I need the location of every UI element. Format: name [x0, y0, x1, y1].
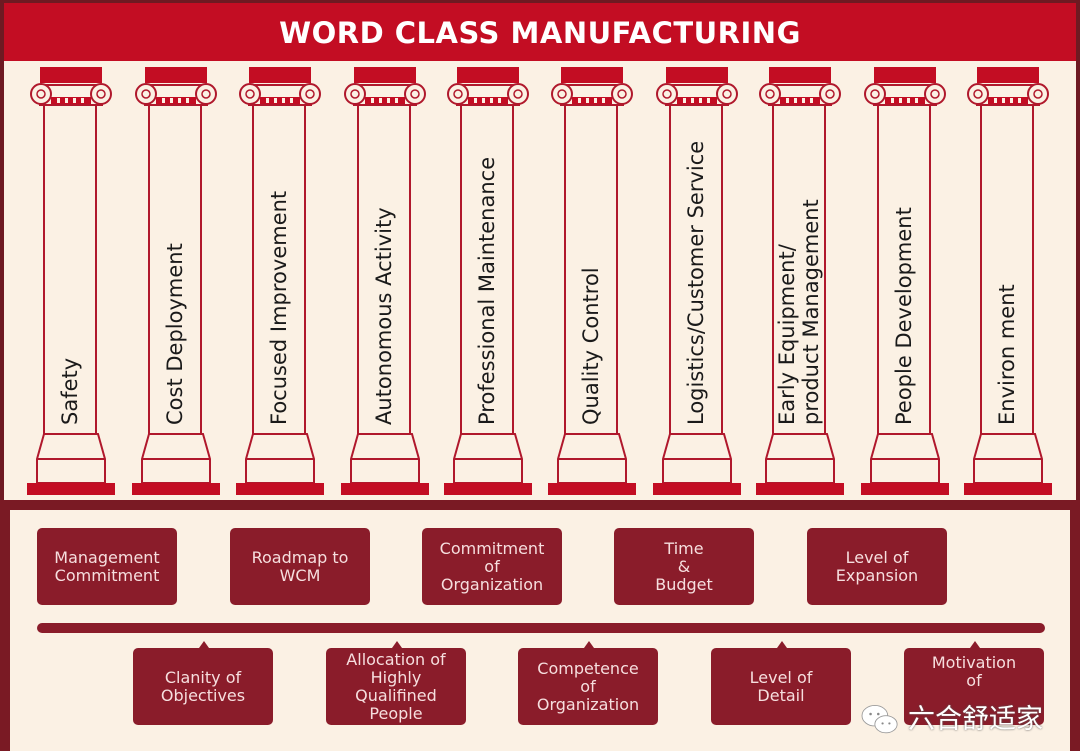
- pillar-capital-volutes: [656, 83, 738, 106]
- pillar-shaft: Environ ment: [980, 105, 1034, 435]
- pillar-label: People Development: [892, 207, 916, 425]
- pillar-label: Safety: [58, 357, 82, 425]
- pillar-base: [444, 433, 532, 495]
- pillar-capital-abacus: [769, 67, 831, 83]
- wechat-icon: [861, 705, 898, 734]
- watermark-text: 六合舒适家: [908, 704, 1043, 735]
- pillar: Quality Control: [546, 67, 638, 497]
- pillar-capital-abacus: [40, 67, 102, 83]
- pillar-shaft: Early Equipment/ product Management: [772, 105, 826, 435]
- pillar-capital-abacus: [561, 67, 623, 83]
- pillar-base: [756, 433, 844, 495]
- pillar-base: [861, 433, 949, 495]
- pillar-base: [132, 433, 220, 495]
- pillar-capital-abacus: [457, 67, 519, 83]
- pillar-base: [964, 433, 1052, 495]
- pillar-label: Autonomous Activity: [372, 207, 396, 425]
- pillar-shaft: Safety: [43, 105, 97, 435]
- pillar: Logistics/Customer Service: [651, 67, 743, 497]
- pillar-capital-volutes: [447, 83, 529, 106]
- pillar: Focused Improvement: [234, 67, 326, 497]
- foundation-item: Competence of Organization: [518, 641, 658, 725]
- pillar-label: Focused Improvement: [267, 190, 291, 425]
- foundation-item: Allocation of Highly Qualifined People: [326, 641, 466, 725]
- pillar-capital-volutes: [864, 83, 946, 106]
- pillar-capital-volutes: [239, 83, 321, 106]
- pillar-capital-volutes: [135, 83, 217, 106]
- pillar: Environ ment: [962, 67, 1054, 497]
- pillar-capital-volutes: [344, 83, 426, 106]
- pillar-label: Quality Control: [579, 267, 603, 425]
- pillar: Early Equipment/ product Management: [754, 67, 846, 497]
- diagram-title: WORD CLASS MANUFACTURING: [4, 3, 1076, 61]
- pillar-shaft: Professional Maintenance: [460, 105, 514, 435]
- pillar-label: Early Equipment/ product Management: [775, 199, 823, 425]
- pillar-capital-volutes: [759, 83, 841, 106]
- foundation-item: Roadmap to WCM: [230, 528, 370, 605]
- pillar-capital-abacus: [249, 67, 311, 83]
- foundation-item: Level of Expansion: [807, 528, 947, 605]
- watermark: 六合舒适家: [858, 702, 1043, 738]
- pillar: Safety: [25, 67, 117, 497]
- pillar: People Development: [859, 67, 951, 497]
- pillar-base: [653, 433, 741, 495]
- pillar-shaft: People Development: [877, 105, 931, 435]
- pillar: Professional Maintenance: [442, 67, 534, 497]
- pillar-base: [236, 433, 324, 495]
- pillar-shaft: Focused Improvement: [252, 105, 306, 435]
- pillar-base: [27, 433, 115, 495]
- pillar-shaft: Logistics/Customer Service: [669, 105, 723, 435]
- pillar-capital-abacus: [977, 67, 1039, 83]
- pillar-capital-abacus: [666, 67, 728, 83]
- pillar-capital-abacus: [145, 67, 207, 83]
- pillar-capital-abacus: [354, 67, 416, 83]
- pillar-capital-abacus: [874, 67, 936, 83]
- pillar-capital-volutes: [551, 83, 633, 106]
- foundation-item: Commitment of Organization: [422, 528, 562, 605]
- foundation-item: Level of Detail: [711, 641, 851, 725]
- pillar: Cost Deployment: [130, 67, 222, 497]
- timeline-bar: [37, 623, 1045, 633]
- pillar-capital-volutes: [967, 83, 1049, 106]
- pillar-shaft: Autonomous Activity: [357, 105, 411, 435]
- pillar-base: [341, 433, 429, 495]
- pillar-capital-volutes: [30, 83, 112, 106]
- pillar-label: Environ ment: [995, 284, 1019, 425]
- pillar: Autonomous Activity: [339, 67, 431, 497]
- pillar-shaft: Cost Deployment: [148, 105, 202, 435]
- pillar-label: Cost Deployment: [163, 243, 187, 425]
- foundation-item: Time & Budget: [614, 528, 754, 605]
- pillar-shaft: Quality Control: [564, 105, 618, 435]
- foundation-item: Clanity of Objectives: [133, 641, 273, 725]
- pillar-base: [548, 433, 636, 495]
- foundation-item: Motivation of: [904, 641, 1044, 725]
- pillar-label: Logistics/Customer Service: [684, 140, 708, 425]
- foundation-item: Management Commitment: [37, 528, 177, 605]
- pillar-label: Professional Maintenance: [475, 156, 499, 425]
